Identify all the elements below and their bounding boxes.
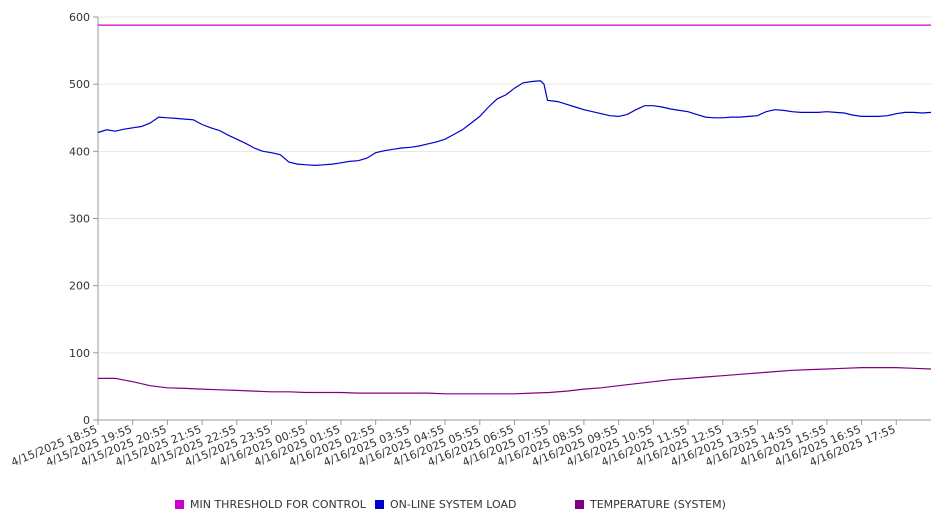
series-line-2	[98, 367, 932, 395]
y-tick-label: 0	[83, 414, 90, 427]
legend-label: TEMPERATURE (SYSTEM)	[590, 498, 726, 511]
y-tick-label: 300	[69, 213, 90, 226]
y-tick-label: 600	[69, 11, 90, 24]
grid-lines	[98, 16, 931, 421]
legend-swatch	[175, 500, 184, 509]
series-lines	[97, 24, 932, 395]
y-tick-label: 400	[69, 145, 90, 158]
y-tick-label: 500	[69, 78, 90, 91]
y-tick-label: 200	[69, 280, 90, 293]
legend-item[interactable]: ON-LINE SYSTEM LOAD	[375, 498, 516, 511]
legend-label: MIN THRESHOLD FOR CONTROL	[190, 498, 366, 511]
legend-label: ON-LINE SYSTEM LOAD	[390, 498, 517, 511]
legend-swatch	[375, 500, 384, 509]
chart-legend: MIN THRESHOLD FOR CONTROL ON-LINE SYSTEM …	[0, 498, 946, 514]
y-axis-ticks: 0 100 200 300 400 500 600	[69, 11, 98, 427]
legend-item[interactable]: MIN THRESHOLD FOR CONTROL	[175, 498, 366, 511]
x-axis-ticks: 4/15/2025 18:554/15/2025 19:554/15/2025 …	[9, 420, 897, 469]
legend-item[interactable]: TEMPERATURE (SYSTEM)	[575, 498, 726, 511]
legend-swatch	[575, 500, 584, 509]
y-tick-label: 100	[69, 347, 90, 360]
series-line-1	[97, 80, 932, 167]
